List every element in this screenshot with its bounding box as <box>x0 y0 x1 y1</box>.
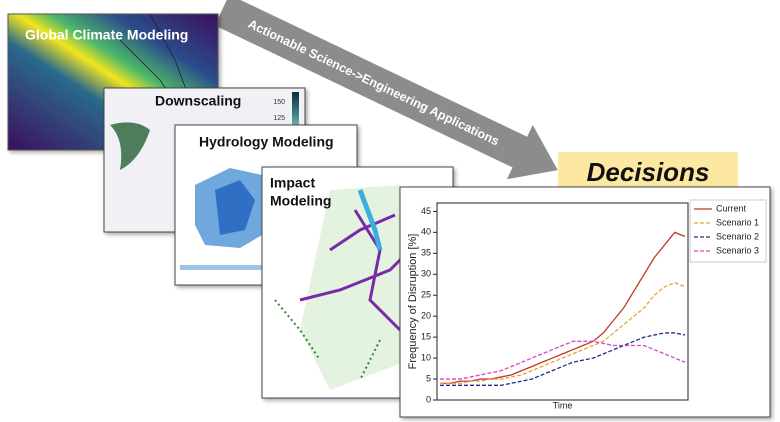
y-tick-label: 30 <box>421 269 431 279</box>
y-tick-label: 20 <box>421 311 431 321</box>
colorbar-tick: 125 <box>273 115 285 122</box>
panel-title: Downscaling <box>155 93 241 109</box>
decision-label: Decisions <box>587 157 710 187</box>
arrow-shape <box>214 0 558 180</box>
region <box>300 185 420 390</box>
y-tick-label: 15 <box>421 332 431 342</box>
colorbar-tick: 150 <box>273 99 285 106</box>
y-tick-label: 40 <box>421 227 431 237</box>
y-axis-label: Frequency of Disruption [%] <box>407 234 419 370</box>
legend-box <box>689 199 767 263</box>
terrain <box>110 122 150 170</box>
legend-label: Current <box>716 203 747 213</box>
y-tick-label: 5 <box>426 373 431 383</box>
panel-title: Global Climate Modeling <box>25 27 188 43</box>
series-line <box>440 340 686 380</box>
river <box>357 189 383 251</box>
panel-title: Impact <box>270 175 315 191</box>
plot-frame <box>436 202 689 401</box>
basin-core <box>215 180 255 235</box>
legend-label: Scenario 1 <box>716 217 759 227</box>
colorbar <box>292 92 299 140</box>
panel-title: Hydrology Modeling <box>199 134 334 150</box>
series-line <box>440 231 686 384</box>
y-tick-label: 35 <box>421 248 431 258</box>
legend-label: Scenario 3 <box>716 245 759 255</box>
y-tick-label: 10 <box>421 352 431 362</box>
y-tick-label: 0 <box>426 394 431 404</box>
series-line <box>440 281 686 384</box>
legend-label: Scenario 2 <box>716 231 759 241</box>
chart: 0 5 10 15 20 25 30 35 40 45 Time Frequency of Disru… <box>407 199 767 410</box>
series-line <box>440 332 686 386</box>
y-tick-label: 45 <box>421 206 431 216</box>
x-axis-label: Time <box>553 400 573 410</box>
panel-title: Modeling <box>270 193 331 209</box>
y-tick-label: 25 <box>421 290 431 300</box>
